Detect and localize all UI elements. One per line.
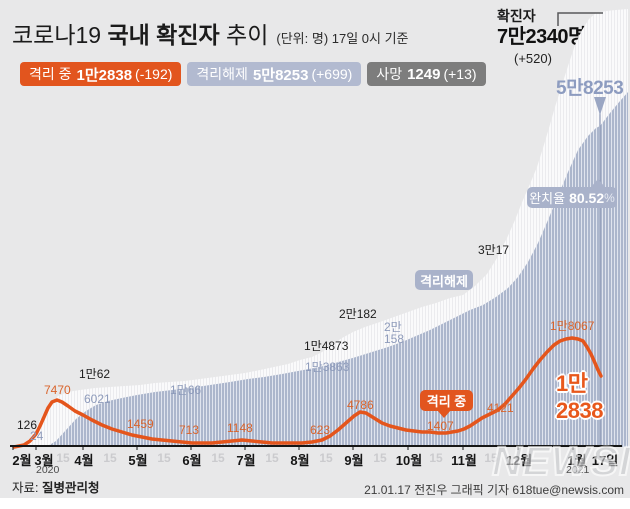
released-series-badge: 격리해제	[415, 270, 473, 290]
legend-active-value: 1만2838	[76, 66, 133, 84]
legend-badge-active: 격리 중 1만2838 (-192)	[20, 62, 182, 86]
total-confirmed-stat: 확진자 7만2340명 (+520)	[497, 9, 586, 65]
x-midtick-15: 15	[484, 451, 498, 465]
released-area	[46, 92, 628, 447]
recovery-rate-value: 80.52	[569, 189, 605, 206]
total-confirmed-label: 확진자	[497, 8, 536, 24]
graphic-credit: 21.01.17 전진우 그래픽 기자 618tue@newsis.com	[364, 483, 624, 497]
unit-note: (단위: 명) 17일 0시 기준	[276, 31, 409, 46]
total-confirmed-value: 7만2340명	[497, 25, 586, 48]
x-label-nov: 11월	[451, 453, 477, 468]
point-label-active-713: 713	[179, 423, 200, 437]
active-badge-pointer-icon	[437, 410, 451, 418]
title-bold: 국내 확진자	[107, 22, 220, 48]
x-label-jun: 6월	[182, 453, 202, 468]
point-label-released-20158: 2만 158	[384, 320, 405, 346]
recovery-badge-pointer-icon	[591, 179, 605, 187]
point-label-active-1459: 1459	[127, 417, 154, 431]
active-final-label: 1만2838	[556, 371, 603, 423]
active-cases-line	[12, 336, 603, 449]
point-label-active-623: 623	[310, 423, 331, 437]
legend-released-delta: (+699)	[311, 66, 353, 82]
point-label-released-24: 24	[30, 429, 44, 443]
point-label-active-18067: 1만8067	[550, 319, 595, 333]
point-label-confirmed-30017: 3만17	[478, 243, 510, 257]
legend-deaths-delta: (+13)	[443, 66, 477, 82]
point-label-confirmed-126: 126	[17, 418, 38, 432]
x-year-2021: 2021	[566, 464, 590, 476]
x-axis-ticks	[12, 447, 574, 450]
point-label-confirmed-10062: 1만62	[79, 367, 111, 381]
legend-deaths-value: 1249	[407, 65, 441, 83]
x-midtick-15: 15	[56, 451, 70, 465]
point-label-released-6021: 6021	[84, 392, 111, 406]
x-label-may: 5월	[128, 453, 148, 468]
title-prefix: 코로나19	[12, 22, 108, 48]
point-label-released-13863: 1만3863	[305, 360, 350, 374]
page-title: 코로나19 국내 확진자 추이 (단위: 명) 17일 0시 기준	[12, 16, 409, 50]
x-midtick-15: 15	[429, 451, 443, 465]
legend-deaths-label: 사망	[376, 66, 403, 82]
recovery-rate-badge: 완치율 80.52 %	[527, 187, 617, 208]
x-label-dec: 12월	[505, 453, 533, 468]
point-label-active-4786: 4786	[347, 398, 374, 412]
legend-released-label: 격리해제	[196, 66, 248, 82]
x-midtick-15: 15	[319, 451, 333, 465]
released-final-label: 5만8253	[556, 78, 624, 99]
recovery-rate-unit: %	[604, 190, 615, 205]
x-midtick-15: 15	[211, 451, 225, 465]
data-source: 자료: 질병관리청	[12, 477, 99, 496]
x-label-sep: 9월	[344, 453, 364, 468]
legend-badges: 격리 중 1만2838 (-192) 격리해제 5만8253 (+699) 사망…	[20, 62, 486, 86]
legend-badge-deaths: 사망 1249 (+13)	[367, 62, 486, 86]
x-midtick-15: 15	[157, 451, 171, 465]
x-midtick-15: 15	[265, 451, 279, 465]
bottom-strip	[0, 498, 630, 509]
legend-active-label: 격리 중	[29, 66, 72, 82]
point-label-released-10066: 1만66	[170, 383, 202, 397]
source-name: 질병관리청	[41, 481, 100, 495]
active-series-badge: 격리 중	[420, 390, 473, 411]
x-label-apr: 4월	[74, 453, 94, 468]
x-label-jan: 1월	[567, 453, 587, 468]
point-label-active-1407: 1407	[427, 419, 454, 433]
recovery-rate-label: 완치율	[529, 191, 566, 206]
legend-badge-released: 격리해제 5만8253 (+699)	[187, 62, 362, 86]
x-midtick-15: 15	[373, 451, 387, 465]
source-label: 자료:	[12, 481, 39, 495]
point-label-active-7470: 7470	[44, 383, 71, 397]
point-label-active-4121: 4121	[487, 401, 514, 415]
newsis-watermark: NEWSIS	[491, 437, 630, 485]
title-suffix: 추이	[219, 22, 269, 48]
legend-active-delta: (-192)	[135, 66, 173, 82]
x-midtick-15: 15	[103, 451, 117, 465]
x-label-day17: 17일	[591, 453, 619, 468]
x-label-aug: 8월	[290, 453, 310, 468]
x-label-mar: 3월	[34, 453, 54, 468]
x-label-jul: 7월	[236, 453, 256, 468]
point-label-confirmed-20182: 2만182	[339, 307, 377, 321]
point-label-confirmed-14873: 1만4873	[304, 339, 349, 353]
x-label-feb: 2월	[12, 453, 32, 468]
released-final-pointer-icon	[594, 97, 606, 115]
legend-released-value: 5만8253	[252, 66, 309, 84]
x-label-oct: 10월	[395, 453, 423, 468]
point-label-active-1148: 1148	[227, 421, 253, 435]
x-year-2020: 2020	[36, 464, 60, 476]
total-confirmed-delta: (+520)	[514, 50, 552, 66]
total-bracket-line	[557, 12, 603, 26]
